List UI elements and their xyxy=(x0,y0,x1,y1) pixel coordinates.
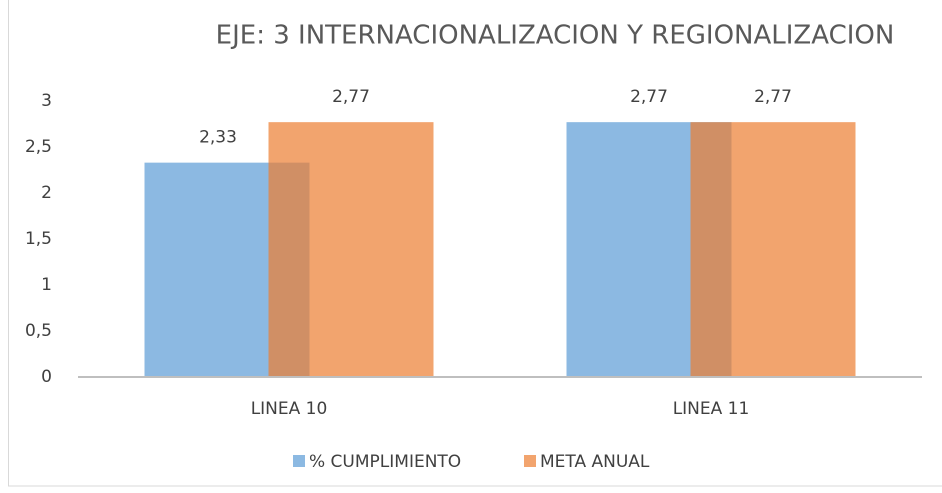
value-label: 2,77 xyxy=(332,87,370,107)
bar xyxy=(268,122,434,377)
chart-title: EJE: 3 INTERNACIONALIZACION Y REGIONALIZ… xyxy=(216,21,895,51)
y-tick-label: 0,5 xyxy=(25,321,52,341)
y-tick-label: 2,5 xyxy=(25,137,52,157)
value-label: 2,77 xyxy=(630,87,668,107)
x-tick-label: LINEA 10 xyxy=(251,399,328,419)
bar xyxy=(690,122,856,377)
y-tick-label: 2 xyxy=(41,183,52,203)
y-tick-label: 0 xyxy=(41,367,52,387)
value-label: 2,77 xyxy=(754,87,792,107)
legend-label: META ANUAL xyxy=(540,452,650,472)
legend-swatch xyxy=(524,455,536,467)
y-tick-label: 3 xyxy=(41,91,52,111)
value-label: 2,33 xyxy=(199,128,237,148)
legend-label: % CUMPLIMIENTO xyxy=(309,452,461,472)
x-tick-label: LINEA 11 xyxy=(673,399,750,419)
y-tick-label: 1,5 xyxy=(25,229,52,249)
legend-swatch xyxy=(293,455,305,467)
y-tick-label: 1 xyxy=(41,275,52,295)
